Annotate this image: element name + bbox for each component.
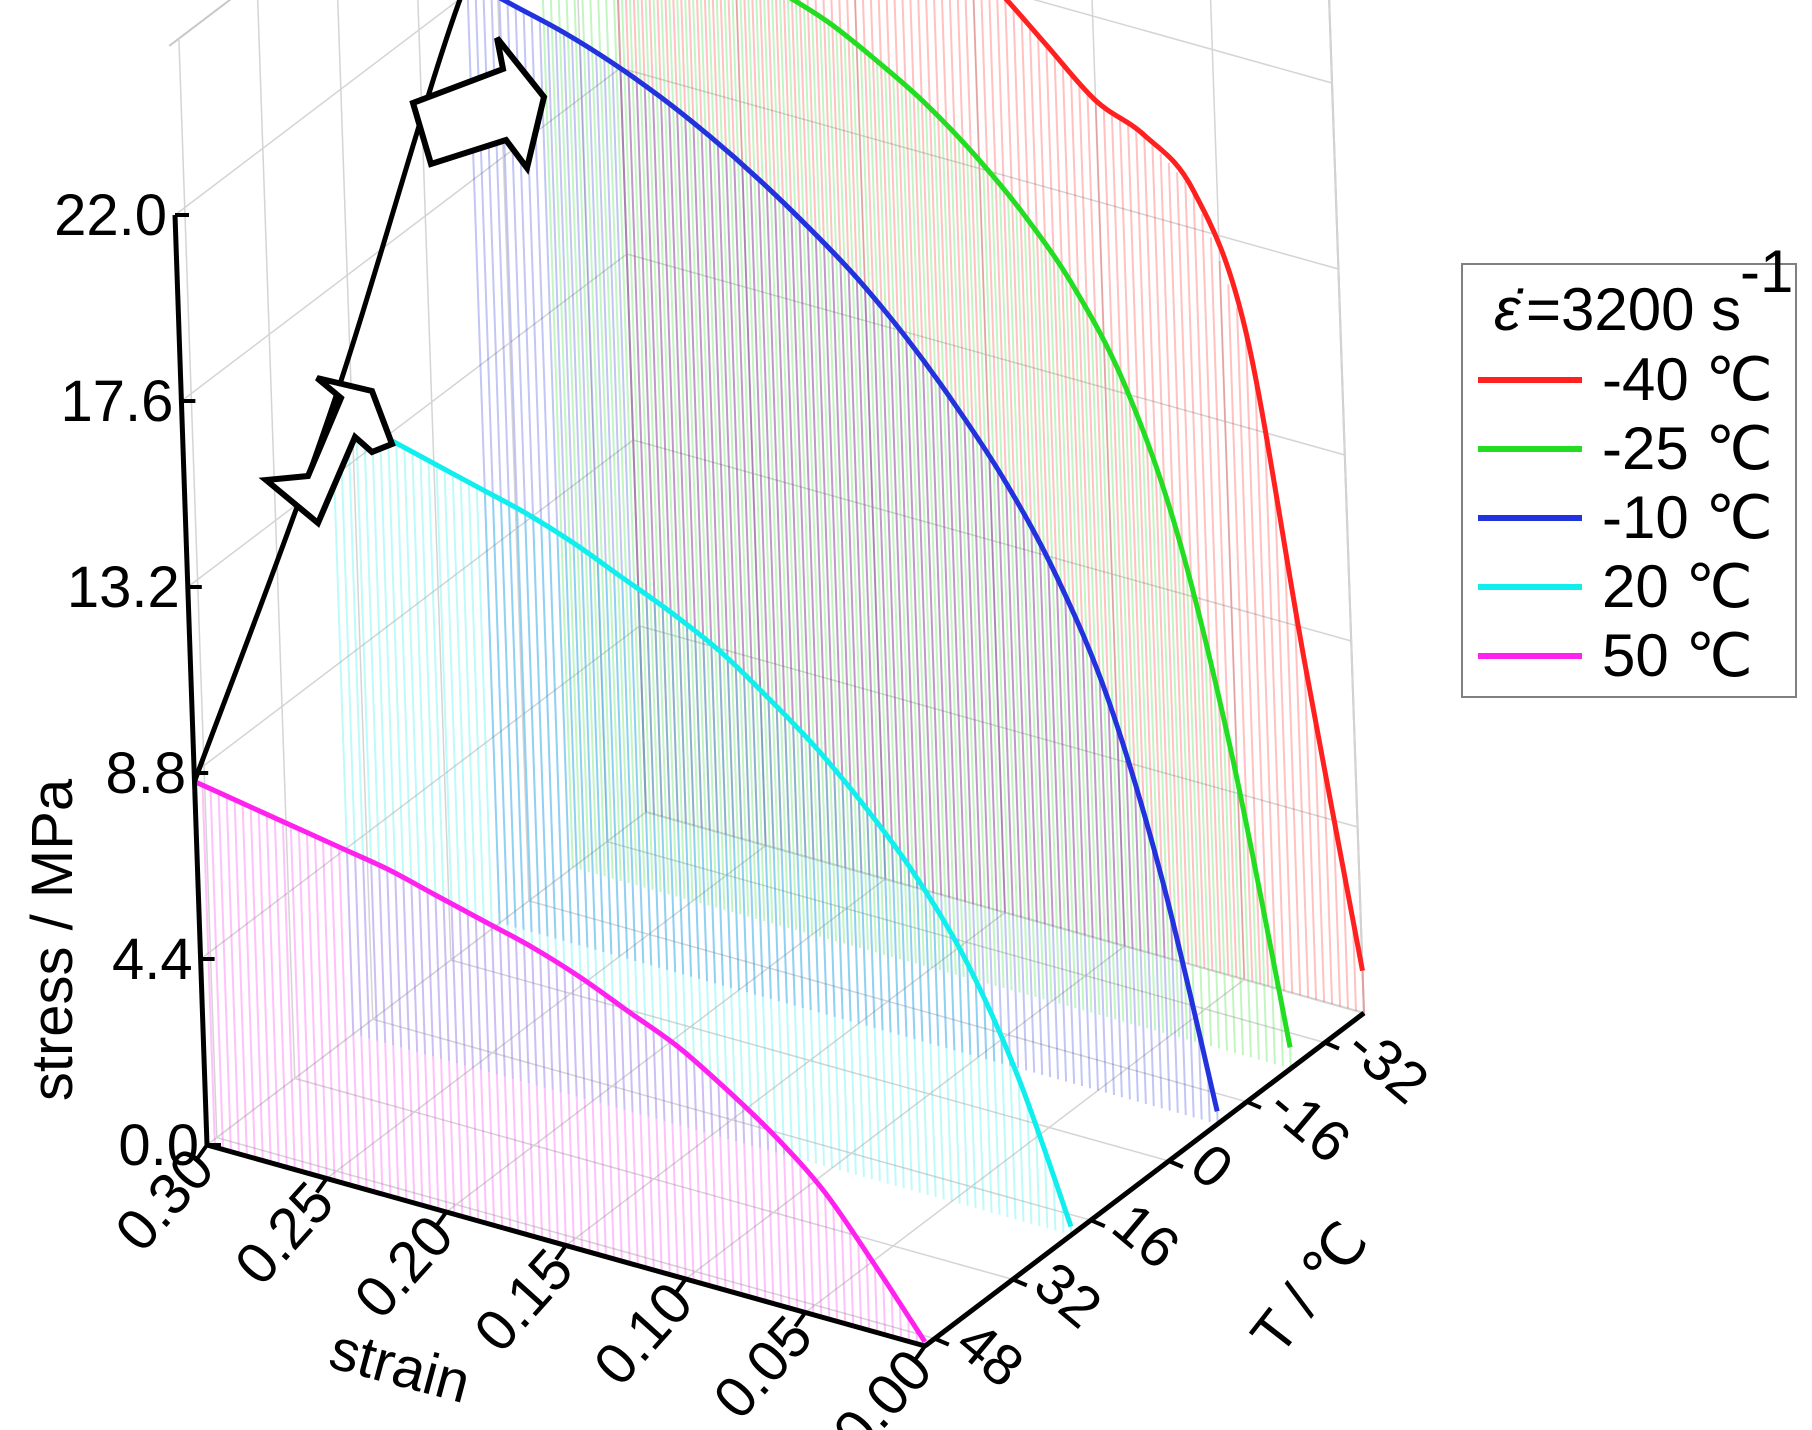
legend-label: -40 ℃: [1602, 346, 1773, 413]
legend: ε̇ =3200 s -1 -40 ℃-25 ℃-10 ℃20 ℃50 ℃: [1461, 238, 1797, 698]
x-tick: [913, 1344, 927, 1362]
y-tick: [934, 1336, 950, 1347]
legend-label: -25 ℃: [1602, 415, 1773, 482]
z-axis-title: stress / MPa: [20, 778, 85, 1101]
y-tick: [1168, 1159, 1184, 1169]
series-fills: [193, 0, 1365, 1347]
x-grid-line: [206, 0, 647, 1146]
y-axis-line: [923, 1011, 1366, 1348]
series-curves: [193, 0, 1365, 1344]
x-tick: [674, 1277, 688, 1295]
z-tick-label: 22.0: [54, 183, 167, 248]
x-tick-label: 0.20: [342, 1203, 466, 1330]
y-tick: [1324, 1040, 1340, 1051]
x-grid-line: [445, 0, 887, 1213]
y-tick-label: -32: [1335, 1013, 1441, 1117]
x-tick-label: 0.25: [223, 1170, 347, 1297]
series-fill--10: [466, 0, 1219, 1125]
series-line-20: [330, 406, 1074, 1228]
series-line--25: [788, 0, 1293, 1048]
y-tick: [1090, 1218, 1106, 1229]
series-line--10: [498, 0, 1220, 1112]
y-tick-label: -16: [1257, 1072, 1363, 1176]
x-tick: [434, 1210, 448, 1228]
legend-title-symbol: ε̇: [1494, 276, 1524, 343]
z-tick-label: 4.4: [112, 927, 193, 992]
y-axis-title: T / ℃: [1239, 1210, 1381, 1367]
legend-items: -40 ℃-25 ℃-10 ℃20 ℃50 ℃: [1478, 346, 1773, 689]
y-grid-line: [336, 0, 1092, 1221]
y-tick: [1246, 1099, 1262, 1110]
series-fill-50: [193, 781, 926, 1347]
y-tick: [1012, 1277, 1028, 1288]
y-grid-line: [577, 0, 1326, 1044]
arrow-up-right-icon: [258, 375, 396, 528]
legend-title: =3200 s: [1526, 276, 1741, 343]
x-grid-line: [565, 0, 1006, 1247]
series-fill--25: [541, 0, 1292, 1069]
legend-box: [1461, 263, 1797, 698]
y-grid-line: [256, 0, 1014, 1281]
z-axis-line: [172, 214, 210, 1146]
legend-label: 50 ℃: [1602, 622, 1753, 689]
grid-lines: [174, 0, 1365, 1347]
x-tick-label: 0.05: [701, 1304, 825, 1430]
x-tick-label: 0.00: [821, 1337, 945, 1430]
x-tick-label: 0.10: [582, 1270, 706, 1397]
z-tick-label: 17.6: [61, 369, 174, 434]
x-tick: [793, 1311, 807, 1328]
x-axis-title: strain: [323, 1316, 477, 1415]
axes: [172, 213, 1366, 1362]
series-line-50: [193, 779, 927, 1344]
x-tick: [554, 1244, 568, 1261]
z-tick-label: 13.2: [67, 555, 180, 620]
legend-label: -10 ℃: [1602, 484, 1773, 551]
legend-title-superscript: -1: [1740, 238, 1793, 305]
legend-label: 20 ℃: [1602, 553, 1753, 620]
x-grid-line: [685, 0, 1126, 1280]
arrow-right-icon: [409, 36, 548, 175]
x-tick: [315, 1177, 329, 1194]
series-fill--40: [617, 0, 1365, 1014]
y-grid-line: [497, 0, 1248, 1103]
y-tick-label: 0: [1179, 1131, 1245, 1202]
y-grid-line: [417, 0, 1170, 1162]
series-fill-20: [330, 408, 1073, 1236]
x-grid-line: [326, 0, 767, 1180]
z-tick-label: 8.8: [106, 741, 187, 806]
x-tick: [195, 1143, 209, 1161]
x-tick-label: 0.15: [462, 1237, 586, 1364]
series-line--40: [1003, 0, 1365, 972]
y-grid-line: [178, 38, 936, 1340]
z-tick-label: 0.0: [118, 1113, 199, 1178]
